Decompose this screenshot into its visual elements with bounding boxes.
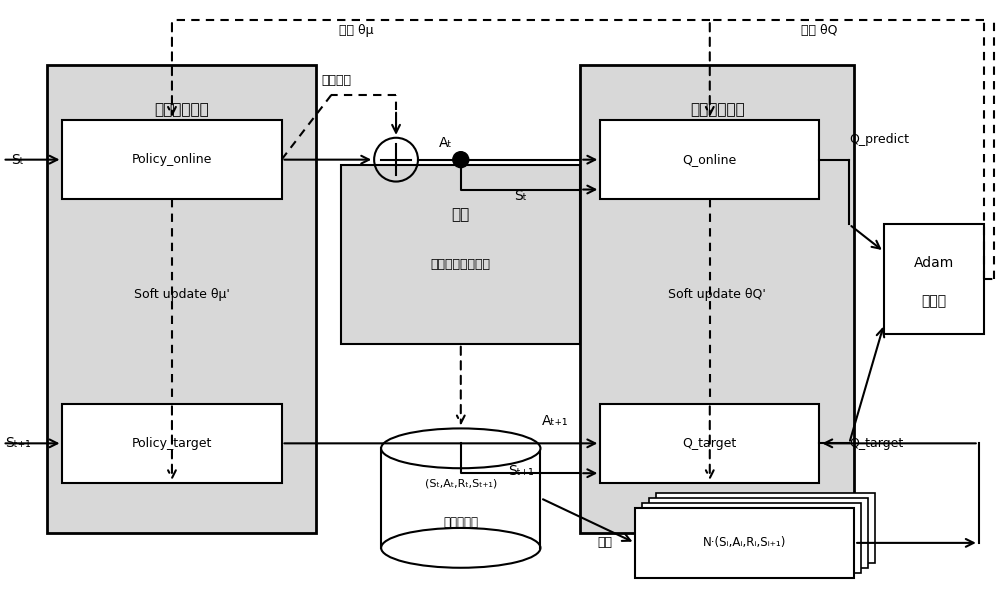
Bar <box>884 224 984 334</box>
Circle shape <box>453 152 469 168</box>
Text: (Sₜ,Aₜ,Rₜ,Sₜ₊₁): (Sₜ,Aₜ,Rₜ,Sₜ₊₁) <box>425 478 497 488</box>
Bar <box>600 403 819 483</box>
Text: Soft update θμ': Soft update θμ' <box>134 288 230 301</box>
Ellipse shape <box>381 428 540 468</box>
Bar <box>580 65 854 533</box>
Bar <box>656 493 875 563</box>
Text: Policy_target: Policy_target <box>132 437 212 450</box>
Bar <box>47 65 316 533</box>
Bar <box>642 503 861 573</box>
Bar <box>649 498 868 568</box>
Text: Policy_online: Policy_online <box>132 153 212 166</box>
Text: Q_target: Q_target <box>849 437 903 450</box>
Bar <box>62 403 282 483</box>
Text: 优化器: 优化器 <box>921 294 946 308</box>
Bar <box>600 120 819 199</box>
Bar <box>635 508 854 578</box>
Text: Q_online: Q_online <box>683 153 737 166</box>
Text: Aₜ₊₁: Aₜ₊₁ <box>542 414 569 428</box>
Text: Sₜ₊₁: Sₜ₊₁ <box>508 464 533 478</box>
Text: 全波电磁仿真软件: 全波电磁仿真软件 <box>431 258 491 271</box>
Text: Adam: Adam <box>914 255 954 269</box>
Text: 随机噪声: 随机噪声 <box>321 74 351 86</box>
Text: 评价神经网络: 评价神经网络 <box>690 103 745 117</box>
Text: N·(Sᵢ,Aᵢ,Rᵢ,Sᵢ₊₁): N·(Sᵢ,Aᵢ,Rᵢ,Sᵢ₊₁) <box>703 536 786 550</box>
Text: Sₜ: Sₜ <box>514 190 527 204</box>
Ellipse shape <box>381 528 540 568</box>
Text: 策略神经网络: 策略神经网络 <box>155 103 209 117</box>
Text: Soft update θQ': Soft update θQ' <box>668 288 766 301</box>
Text: 样本: 样本 <box>598 536 613 550</box>
Text: 环境: 环境 <box>452 207 470 222</box>
Text: Q_target: Q_target <box>683 437 737 450</box>
Bar <box>341 165 580 344</box>
Text: Sₜ: Sₜ <box>11 153 24 167</box>
Text: 更新 θQ: 更新 θQ <box>801 24 838 37</box>
Text: Sₜ₊₁: Sₜ₊₁ <box>5 436 30 451</box>
Text: Aₜ: Aₜ <box>439 136 453 150</box>
Bar <box>62 120 282 199</box>
Text: Q_predict: Q_predict <box>849 133 909 146</box>
Text: 更新 θμ: 更新 θμ <box>339 24 373 37</box>
Text: 经验回放池: 经验回放池 <box>443 516 478 530</box>
